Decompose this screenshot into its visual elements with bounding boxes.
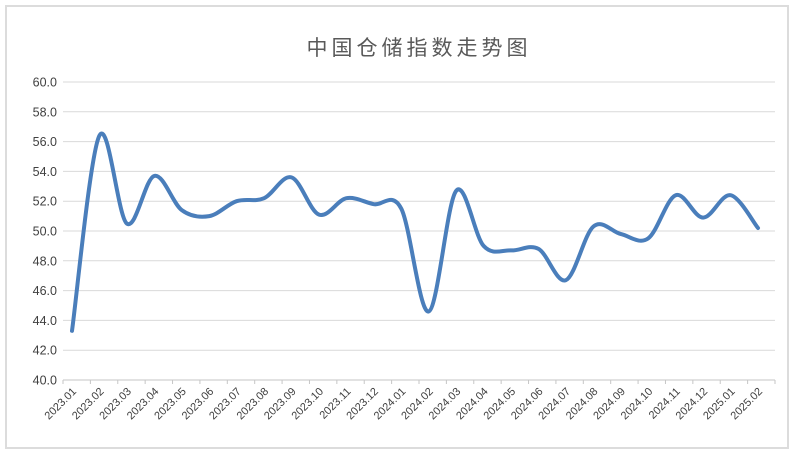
y-tick-label: 40.0 <box>33 374 57 388</box>
y-tick-label: 48.0 <box>33 254 57 268</box>
y-tick-label: 46.0 <box>33 284 57 298</box>
y-tick-label: 52.0 <box>33 195 57 209</box>
y-tick-label: 50.0 <box>33 225 57 239</box>
y-tick-label: 54.0 <box>33 165 57 179</box>
y-tick-label: 42.0 <box>33 344 57 358</box>
index-line-series <box>70 131 760 333</box>
y-tick-label: 44.0 <box>33 314 57 328</box>
chart-title: 中国仓储指数走势图 <box>306 36 532 60</box>
y-tick-label: 60.0 <box>33 76 57 90</box>
y-tick-label: 58.0 <box>33 105 57 119</box>
y-tick-label: 56.0 <box>33 135 57 149</box>
